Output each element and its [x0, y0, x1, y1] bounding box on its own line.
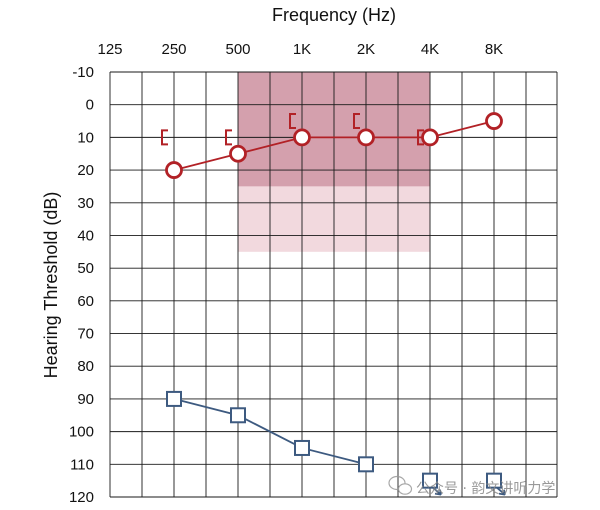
y-tick-label: 70 [77, 326, 94, 343]
bone-conduction-marker [161, 129, 168, 146]
no-response-arrow [496, 486, 506, 496]
x-tick-label: 1K [293, 41, 311, 58]
no-response-arrowhead [498, 489, 506, 496]
bone-conduction-marker [289, 113, 296, 130]
wechat-icon [388, 475, 413, 495]
bone-conduction-marker [353, 113, 360, 130]
bone-conduction-marker [417, 129, 424, 146]
x-tick-label: 125 [97, 41, 122, 58]
air-conduction-line [173, 120, 495, 171]
x-tick-label: 4K [421, 41, 439, 58]
y-tick-label: 110 [70, 456, 94, 473]
air-conduction-marker [357, 128, 375, 147]
x-tick-label: 8K [485, 41, 503, 58]
watermark: 公众号 · 韵文讲听力学 [388, 475, 555, 497]
y-tick-label: 50 [77, 260, 94, 277]
y-tick-label: 0 [86, 97, 94, 114]
x-tick-labels: 125 250 500 1K 2K 4K 8K [97, 41, 503, 58]
no-response-square [422, 472, 438, 489]
y-tick-label: 20 [77, 162, 94, 179]
bone-conduction-series [161, 113, 424, 146]
y-axis-label: Hearing Threshold (dB) [41, 192, 61, 379]
air-conduction-marker [165, 161, 183, 179]
air-conduction-marker [485, 112, 503, 130]
y-tick-label: 90 [77, 391, 94, 408]
no-response-marker [422, 472, 442, 496]
y-tick-label: -10 [72, 64, 94, 81]
x-tick-label: 250 [161, 41, 186, 58]
data-series [161, 112, 506, 496]
x-tick-label: 2K [357, 41, 375, 58]
air-conduction-marker [421, 128, 439, 147]
bone-conduction-marker [225, 129, 232, 146]
uncomfortable-level-marker [294, 439, 310, 456]
air-conduction-series [165, 112, 503, 179]
y-tick-label: 80 [77, 358, 94, 375]
uncomfortable-level-series [166, 390, 374, 473]
uncomfortable-level-line [173, 398, 367, 466]
y-tick-label: 10 [77, 129, 94, 146]
air-conduction-marker [229, 144, 247, 163]
uncomfortable-level-marker [358, 456, 374, 473]
no-response-marker [486, 472, 506, 496]
grid-lines [109, 71, 558, 498]
y-tick-label: 100 [69, 424, 94, 441]
uncomfortable-level-marker [166, 390, 182, 407]
air-conduction-marker [293, 128, 311, 147]
no-response-square [486, 472, 502, 489]
y-tick-label: 60 [77, 293, 94, 310]
y-tick-label: 120 [69, 489, 94, 506]
uncomfortable-level-marker [230, 407, 246, 424]
y-tick-label: 40 [77, 227, 94, 244]
no-response-series [422, 472, 506, 496]
y-tick-label: 30 [77, 195, 94, 212]
chart-title: Frequency (Hz) [272, 5, 396, 25]
y-tick-labels: -10 0 10 20 30 40 50 60 70 80 90 100 110 120 [69, 64, 94, 506]
x-tick-label: 500 [225, 41, 250, 58]
watermark-text: 公众号 · 韵文讲听力学 [416, 481, 555, 497]
no-response-arrow [432, 486, 442, 496]
no-response-arrowhead [434, 489, 442, 496]
